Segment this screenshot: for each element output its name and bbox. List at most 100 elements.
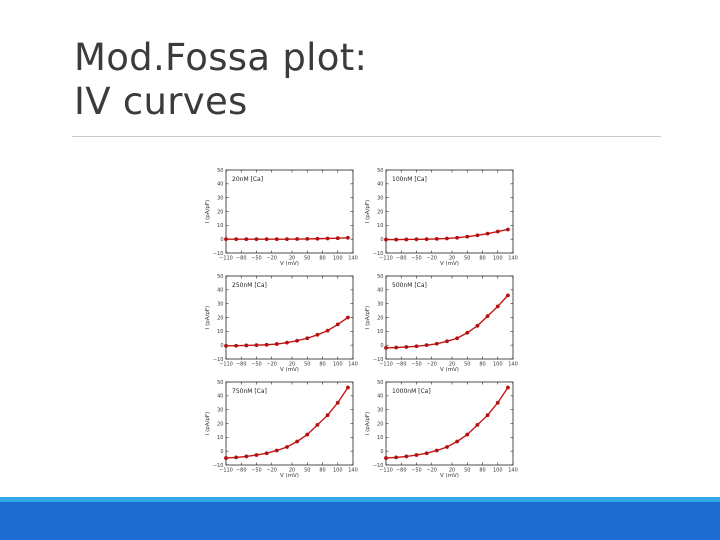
y-axis-label: I (pA/pF): [365, 200, 371, 223]
y-tick-label: 50: [217, 274, 223, 280]
data-point: [465, 432, 470, 437]
y-tick-label: 40: [377, 394, 383, 400]
y-tick-label: 40: [377, 182, 383, 188]
y-tick-label: 10: [217, 435, 223, 441]
y-tick-label: 30: [217, 195, 223, 201]
data-point: [274, 448, 279, 453]
x-tick-label: −50: [411, 468, 422, 474]
panel-1: −10 0 10 20 30 40 50 −110 −80 −50 −20 20 50 80 100 140 V…: [205, 168, 358, 267]
y-tick-label: 10: [217, 223, 223, 229]
data-point: [394, 237, 399, 242]
x-tick-label: −20: [266, 362, 277, 368]
y-tick-label: −10: [373, 251, 384, 257]
x-tick-label: −110: [219, 468, 233, 474]
x-tick-label: 100: [333, 362, 343, 368]
y-tick-label: −10: [213, 251, 224, 257]
x-tick-label: 100: [333, 256, 343, 262]
y-tick-label: 0: [220, 449, 223, 455]
data-point: [506, 227, 510, 232]
x-tick-label: −110: [219, 256, 233, 262]
x-tick-label: 80: [479, 256, 485, 262]
y-tick-label: 10: [377, 435, 383, 441]
data-point: [445, 445, 449, 449]
y-tick-label: 50: [377, 168, 383, 174]
x-tick-label: −50: [251, 468, 262, 474]
data-point: [495, 400, 500, 405]
data-point: [414, 344, 419, 349]
panel-annotation: 250nM [Ca]: [232, 282, 267, 289]
x-tick-label: 20: [289, 362, 295, 368]
panel-annotation: 100nM [Ca]: [392, 176, 427, 183]
x-tick-label: 50: [464, 362, 470, 368]
plot-frame: [385, 381, 514, 466]
data-point: [346, 315, 350, 320]
data-point: [404, 237, 409, 242]
x-tick-label: 140: [508, 256, 518, 262]
panel-3: −10 0 10 20 30 40 50 −110 −80 −50 −20 20 50 80 100 140 V…: [205, 274, 358, 373]
data-point: [485, 314, 490, 319]
x-axis-label: V (mV): [440, 473, 459, 479]
data-point: [335, 236, 340, 241]
y-tick-label: 50: [377, 274, 383, 280]
data-point: [264, 451, 269, 456]
data-point: [264, 342, 269, 347]
x-tick-label: 50: [304, 468, 310, 474]
data-point: [475, 233, 480, 238]
y-tick-label: 10: [217, 329, 223, 335]
y-tick-label: 30: [377, 195, 383, 201]
data-point: [506, 385, 510, 390]
data-point: [254, 237, 259, 242]
x-tick-label: 100: [493, 256, 503, 262]
x-tick-label: 140: [348, 468, 358, 474]
y-tick-label: 50: [217, 380, 223, 386]
y-tick-label: 50: [377, 380, 383, 386]
x-tick-label: −80: [236, 256, 247, 262]
title-divider: [72, 136, 661, 137]
x-tick-label: −20: [426, 468, 437, 474]
x-tick-label: 100: [493, 362, 503, 368]
data-point: [325, 236, 330, 241]
x-tick-label: −50: [411, 362, 422, 368]
data-point: [475, 323, 480, 328]
data-point: [335, 400, 340, 405]
data-point: [424, 237, 429, 242]
data-point: [384, 237, 388, 242]
data-point: [305, 236, 310, 241]
y-axis-label: I (pA/pF): [205, 306, 211, 329]
x-tick-label: 50: [464, 468, 470, 474]
panel-annotation: 1000nM [Ca]: [392, 388, 431, 395]
data-point: [495, 304, 500, 309]
data-point: [506, 293, 510, 298]
data-point: [285, 237, 289, 242]
x-tick-label: 80: [479, 362, 485, 368]
data-point: [325, 328, 330, 333]
panel-annotation: 500nM [Ca]: [392, 282, 427, 289]
y-tick-label: 0: [380, 343, 383, 349]
y-tick-label: 0: [220, 343, 223, 349]
data-point: [404, 454, 409, 459]
y-tick-label: 20: [377, 421, 383, 427]
y-axis-label: I (pA/pF): [205, 200, 211, 223]
x-axis-label: V (mV): [440, 367, 459, 373]
data-point: [346, 235, 350, 240]
x-tick-label: −20: [426, 362, 437, 368]
data-point: [244, 343, 249, 348]
x-tick-label: 100: [333, 468, 343, 474]
x-tick-label: 140: [348, 256, 358, 262]
data-point: [234, 455, 239, 460]
data-point: [434, 236, 439, 241]
x-tick-label: 50: [304, 256, 310, 262]
y-tick-label: 30: [377, 301, 383, 307]
data-point: [295, 338, 300, 343]
x-tick-label: 20: [449, 362, 455, 368]
x-tick-label: −20: [426, 256, 437, 262]
panel-5: −10 0 10 20 30 40 50 −110 −80 −50 −20 20 50 80 100 140 V…: [205, 380, 358, 479]
y-tick-label: 0: [220, 237, 223, 243]
y-axis-label: I (pA/pF): [365, 306, 371, 329]
data-point: [424, 451, 429, 456]
y-tick-label: 0: [380, 449, 383, 455]
y-tick-label: 40: [217, 182, 223, 188]
data-point: [264, 237, 269, 242]
data-point: [495, 229, 500, 234]
